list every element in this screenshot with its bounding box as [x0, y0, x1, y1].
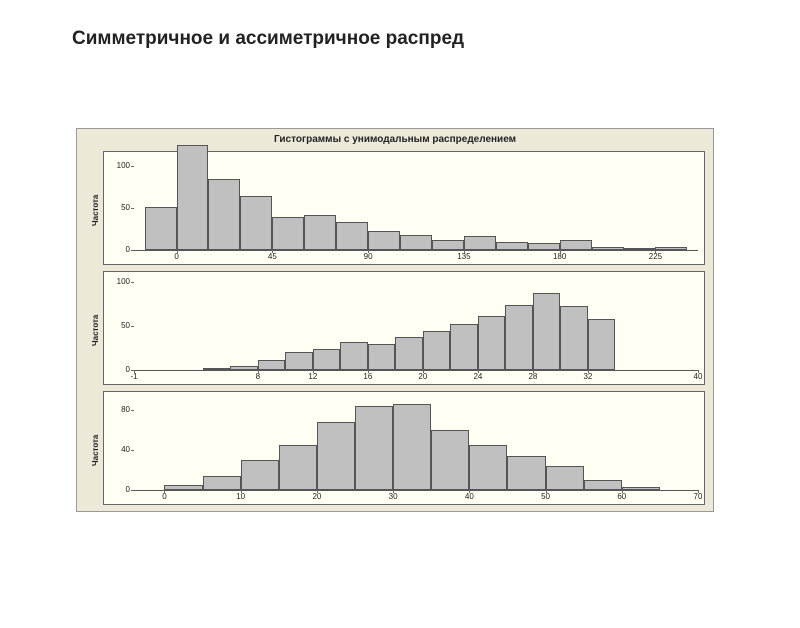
histogram-bar — [622, 487, 660, 490]
histogram-bar — [355, 406, 393, 490]
histogram-bar — [395, 337, 423, 370]
y-tick-label: 80 — [106, 405, 130, 414]
histogram-bar — [464, 236, 496, 250]
y-tick-label: 100 — [106, 161, 130, 170]
histogram-bar — [432, 240, 464, 250]
y-axis-label: Частота — [91, 435, 100, 466]
histogram-bar — [592, 247, 624, 250]
x-tick-label: 90 — [364, 252, 373, 261]
histogram-bar — [145, 207, 177, 250]
histogram-bar — [584, 480, 622, 490]
x-tick-label: 30 — [389, 492, 398, 501]
x-tick-label: 135 — [457, 252, 470, 261]
x-tick-label: 16 — [363, 372, 372, 381]
x-tick-label: 0 — [174, 252, 178, 261]
histogram-bar — [624, 248, 656, 250]
x-tick-label: 45 — [268, 252, 277, 261]
histogram-bar — [431, 430, 469, 490]
x-tick-label: 10 — [236, 492, 245, 501]
histogram-bar — [340, 342, 368, 370]
histogram-bar — [368, 344, 396, 370]
histogram-bar — [546, 466, 584, 490]
plot-area — [134, 278, 698, 370]
histogram-bar — [313, 349, 341, 370]
histogram-bar — [655, 247, 687, 250]
y-tick-label: 50 — [106, 321, 130, 330]
histogram-bar — [496, 242, 528, 250]
histogram-bar — [478, 316, 506, 370]
histogram-figure: Гистограммы с унимодальным распределение… — [76, 128, 714, 512]
histogram-bar — [241, 460, 279, 490]
histogram-bar — [505, 305, 533, 370]
x-tick-label: 70 — [694, 492, 703, 501]
x-tick-label: 20 — [418, 372, 427, 381]
histogram-bar — [279, 445, 317, 490]
x-tick-label: 40 — [694, 372, 703, 381]
plot-area — [134, 158, 698, 250]
x-tick-label: 24 — [473, 372, 482, 381]
histogram-bar — [400, 235, 432, 250]
histogram-bar — [285, 352, 313, 370]
x-tick-label: 225 — [649, 252, 662, 261]
histogram-bar — [368, 231, 400, 250]
histogram-bar — [588, 319, 616, 370]
histogram-bar — [258, 360, 286, 371]
x-tick-label: 28 — [528, 372, 537, 381]
histogram-bar — [272, 217, 304, 250]
histogram-panel: 0 40 80 0 10 20 30 40 50 60 70 — [103, 391, 705, 505]
histogram-bar — [230, 366, 258, 370]
histogram-bar — [317, 422, 355, 490]
y-tick-label: 50 — [106, 203, 130, 212]
histogram-bar — [240, 196, 272, 250]
histogram-panel: 0 50 100 -1 8 12 16 20 24 28 32 40 — [103, 271, 705, 385]
histogram-bar — [203, 368, 231, 370]
x-tick-label: 12 — [308, 372, 317, 381]
y-tick-label: 0 — [106, 245, 130, 254]
histogram-bar — [423, 331, 451, 370]
histogram-bar — [450, 324, 478, 370]
x-tick-label: -1 — [130, 372, 137, 381]
histogram-bar — [528, 243, 560, 250]
histogram-bar — [469, 445, 507, 490]
x-tick-label: 180 — [553, 252, 566, 261]
x-tick-label: 20 — [312, 492, 321, 501]
plot-area — [134, 398, 698, 490]
histogram-bar — [177, 145, 209, 250]
y-tick-label: 40 — [106, 445, 130, 454]
histogram-bar — [208, 179, 240, 250]
histogram-bar — [393, 404, 431, 490]
x-tick-label: 8 — [256, 372, 260, 381]
x-tick-label: 40 — [465, 492, 474, 501]
x-tick-label: 0 — [162, 492, 166, 501]
figure-title: Гистограммы с унимодальным распределение… — [77, 129, 713, 148]
y-tick-label: 100 — [106, 277, 130, 286]
y-axis-label: Частота — [91, 195, 100, 226]
x-tick-label: 32 — [583, 372, 592, 381]
histogram-bar — [507, 456, 545, 490]
y-tick-label: 0 — [106, 485, 130, 494]
page-title: Симметричное и ассиметричное распред — [72, 28, 800, 50]
histogram-bar — [203, 476, 241, 490]
x-tick-label: 60 — [617, 492, 626, 501]
histogram-panel: 0 50 100 0 45 90 135 180 225 — [103, 151, 705, 265]
histogram-bar — [336, 222, 368, 250]
histogram-bar — [304, 215, 336, 250]
histogram-bar — [533, 293, 561, 370]
histogram-bar — [560, 240, 592, 250]
y-axis-label: Частота — [91, 315, 100, 346]
histogram-bar — [164, 485, 202, 490]
y-tick-label: 0 — [106, 365, 130, 374]
x-tick-label: 50 — [541, 492, 550, 501]
histogram-bar — [560, 306, 588, 370]
